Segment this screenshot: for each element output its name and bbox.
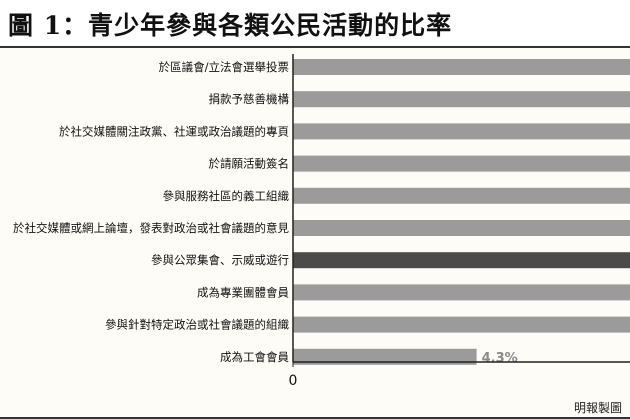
bar-value-label: 4.3% <box>482 351 518 366</box>
bar <box>293 220 630 236</box>
bar-chart: 59.8%於區議會/立法會選舉投票58.2%捐款予慈善機構41.6%於社交媒體關… <box>13 54 630 389</box>
category-label: 於社交媒體或網上論壇，發表對政治或社會議題的意見 <box>13 221 289 235</box>
bar <box>293 155 630 172</box>
chart-title: 圖 1：青少年參與各類公民活動的比率 <box>8 11 453 40</box>
bar <box>293 123 630 140</box>
bar <box>293 284 630 301</box>
category-label: 參與針對特定政治或社會議題的組織 <box>105 318 289 332</box>
category-label: 於區議會/立法會選舉投票 <box>159 60 289 74</box>
title-bar: 圖 1：青少年參與各類公民活動的比率 <box>0 0 630 48</box>
bar <box>293 91 630 108</box>
bar <box>293 348 477 365</box>
bar <box>293 252 630 269</box>
bar <box>293 316 630 333</box>
category-label: 參與服務社區的義工組織 <box>163 189 290 203</box>
category-label: 於請願活動簽名 <box>209 157 290 171</box>
category-label: 成為工會會員 <box>220 350 289 364</box>
chart-credit: 明報製圖 <box>573 401 622 415</box>
bar <box>293 59 630 75</box>
category-label: 參與公眾集會、示威或遊行 <box>151 253 289 267</box>
bottom-rule <box>0 417 630 419</box>
category-label: 成為專業團體會員 <box>197 285 289 299</box>
category-label: 於社交媒體關注政黨、社運或政治議題的專頁 <box>59 124 289 138</box>
category-label: 捐款予慈善機構 <box>209 92 290 106</box>
bar <box>293 187 630 204</box>
x-tick-label: 0 <box>289 373 298 389</box>
